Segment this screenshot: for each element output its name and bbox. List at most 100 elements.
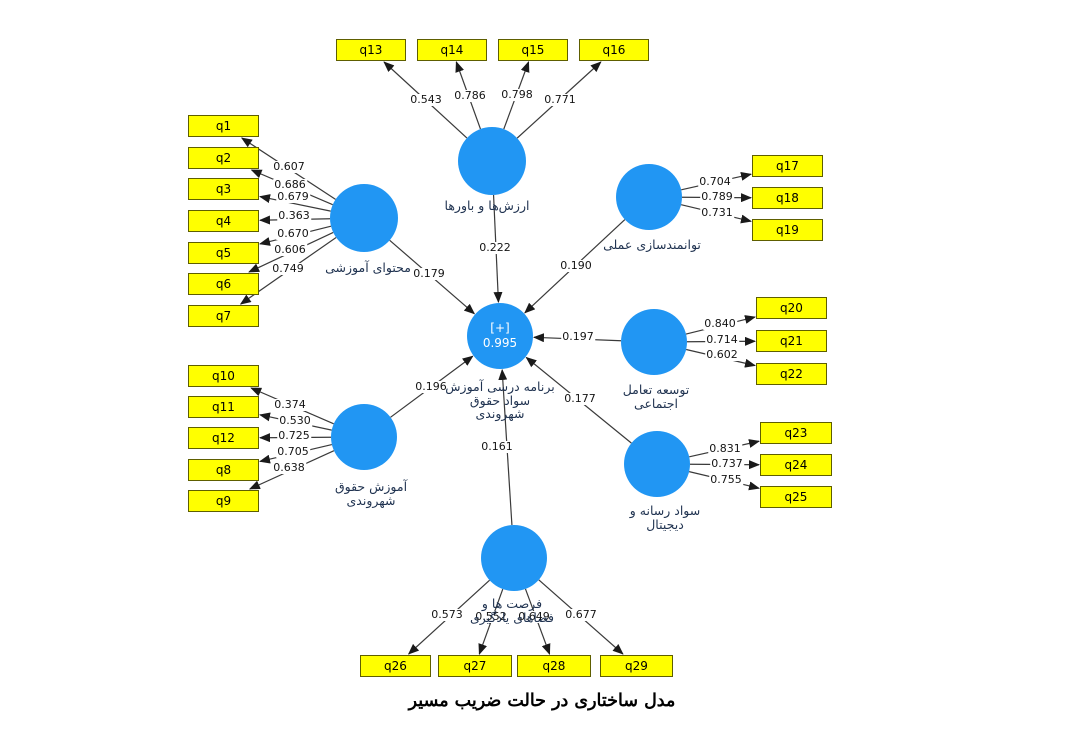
indicator-label-q14: q14 <box>440 43 464 57</box>
indicator-box-q21: q21 <box>756 330 827 352</box>
indicator-box-q14: q14 <box>417 39 487 61</box>
indicator-label-q2: q2 <box>215 151 232 165</box>
latent-construct-values_beliefs <box>458 127 526 195</box>
indicator-box-q15: q15 <box>498 39 568 61</box>
construct-label-curriculum: برنامه درسی آموزش سواد حقوق شهروندی <box>445 379 555 421</box>
indicator-box-q29: q29 <box>600 655 673 677</box>
indicator-label-q10: q10 <box>212 369 235 383</box>
path-coefficient-media_digital_literacy: 0.177 <box>563 392 597 405</box>
loading-value-q3: 0.679 <box>276 190 310 203</box>
indicator-label-q11: q11 <box>212 400 235 414</box>
indicator-box-q5: q5 <box>188 242 259 264</box>
indicator-box-q17: q17 <box>752 155 823 177</box>
indicator-box-q25: q25 <box>760 486 832 508</box>
indicator-label-q1: q1 <box>215 119 232 133</box>
indicator-box-q10: q10 <box>188 365 259 387</box>
indicator-box-q16: q16 <box>579 39 649 61</box>
latent-construct-social_interaction_development <box>621 309 687 375</box>
loading-value-q11: 0.530 <box>278 414 312 427</box>
indicator-label-q12: q12 <box>212 431 235 445</box>
indicator-label-q26: q26 <box>384 659 407 673</box>
indicator-label-q27: q27 <box>463 659 487 673</box>
indicator-box-q18: q18 <box>752 187 823 209</box>
path-coefficient-educational_content: 0.179 <box>412 267 446 280</box>
loading-value-q18: 0.789 <box>700 190 734 203</box>
loading-value-q6: 0.606 <box>273 243 307 256</box>
indicator-label-q7: q7 <box>215 309 232 323</box>
indicator-box-q28: q28 <box>517 655 591 677</box>
construct-label-practical_empowerment: توانمندسازی عملی <box>603 237 701 252</box>
indicator-label-q23: q23 <box>784 426 808 440</box>
loading-value-q21: 0.714 <box>705 333 739 346</box>
construct-label-values_beliefs: ارزش‌ها و باورها <box>444 198 530 213</box>
indicator-label-q21: q21 <box>780 334 803 348</box>
loading-arrow-q3 <box>259 194 331 212</box>
loading-value-q19: 0.731 <box>700 206 734 219</box>
path-coefficient-citizenship_rights_education: 0.196 <box>414 380 448 393</box>
indicator-label-q9: q9 <box>215 494 232 508</box>
indicator-box-q9: q9 <box>188 490 259 512</box>
indicator-box-q11: q11 <box>188 396 259 418</box>
loading-value-q16: 0.771 <box>543 93 577 106</box>
indicator-box-q19: q19 <box>752 219 823 241</box>
indicator-label-q25: q25 <box>784 490 808 504</box>
construct-label-educational_content: محتوای آموزشی <box>325 260 411 275</box>
loading-value-q8: 0.705 <box>276 445 310 458</box>
indicator-box-q6: q6 <box>188 273 259 295</box>
indicator-box-q7: q7 <box>188 305 259 327</box>
loading-value-q26: 0.573 <box>430 608 464 621</box>
indicator-label-q18: q18 <box>776 191 799 205</box>
loading-value-q1: 0.607 <box>272 160 306 173</box>
indicator-label-q3: q3 <box>215 182 232 196</box>
indicator-label-q19: q19 <box>776 223 799 237</box>
indicator-label-q15: q15 <box>521 43 545 57</box>
path-coefficient-social_interaction_development: 0.197 <box>561 330 595 343</box>
path-coefficient-practical_empowerment: 0.190 <box>559 259 593 272</box>
loading-value-q23: 0.831 <box>708 442 742 455</box>
loading-value-q10: 0.374 <box>273 398 307 411</box>
path-coefficient-learning_opportunities: 0.161 <box>480 440 514 453</box>
indicator-box-q3: q3 <box>188 178 259 200</box>
indicator-label-q8: q8 <box>215 463 232 477</box>
loading-value-q14: 0.786 <box>453 89 487 102</box>
loading-value-q20: 0.840 <box>703 317 737 330</box>
indicator-box-q2: q2 <box>188 147 259 169</box>
indicator-box-q1: q1 <box>188 115 259 137</box>
indicator-box-q27: q27 <box>438 655 512 677</box>
latent-construct-practical_empowerment <box>616 164 682 230</box>
latent-construct-educational_content <box>330 184 398 252</box>
latent-construct-media_digital_literacy <box>624 431 690 497</box>
loading-value-q13: 0.543 <box>409 93 443 106</box>
loading-value-q29: 0.677 <box>564 608 598 621</box>
loading-value-q25: 0.755 <box>709 473 743 486</box>
loading-value-q22: 0.602 <box>705 348 739 361</box>
indicator-box-q24: q24 <box>760 454 832 476</box>
loading-value-q2: 0.686 <box>273 178 307 191</box>
indicator-box-q22: q22 <box>756 363 827 385</box>
indicator-label-q17: q17 <box>776 159 799 173</box>
latent-construct-learning_opportunities <box>481 525 547 591</box>
indicator-label-q13: q13 <box>359 43 383 57</box>
construct-label-media_digital_literacy: سواد رسانه و دیجیتال <box>629 503 701 532</box>
loading-value-q15: 0.798 <box>500 88 534 101</box>
loading-value-q9: 0.638 <box>272 461 306 474</box>
indicator-label-q6: q6 <box>215 277 232 291</box>
indicator-box-q8: q8 <box>188 459 259 481</box>
path-coefficient-values_beliefs: 0.222 <box>478 241 512 254</box>
latent-construct-citizenship_rights_education <box>331 404 397 470</box>
indicator-label-q29: q29 <box>625 659 648 673</box>
latent-central-construct: [+] 0.995 <box>467 303 533 369</box>
loading-value-q27: 0.552 <box>474 610 508 623</box>
r-squared-value: 0.995 <box>482 336 518 350</box>
loading-value-q28: 0.649 <box>517 610 551 623</box>
loading-value-q7: 0.749 <box>271 262 305 275</box>
weighting-scheme-symbol: [+] <box>490 321 510 335</box>
indicator-box-q23: q23 <box>760 422 832 444</box>
figure-caption: مدل ساختاری در حالت ضریب مسیر <box>408 691 676 711</box>
indicator-box-q12: q12 <box>188 427 259 449</box>
indicator-box-q26: q26 <box>360 655 431 677</box>
indicator-label-q24: q24 <box>784 458 808 472</box>
indicator-box-q20: q20 <box>756 297 827 319</box>
